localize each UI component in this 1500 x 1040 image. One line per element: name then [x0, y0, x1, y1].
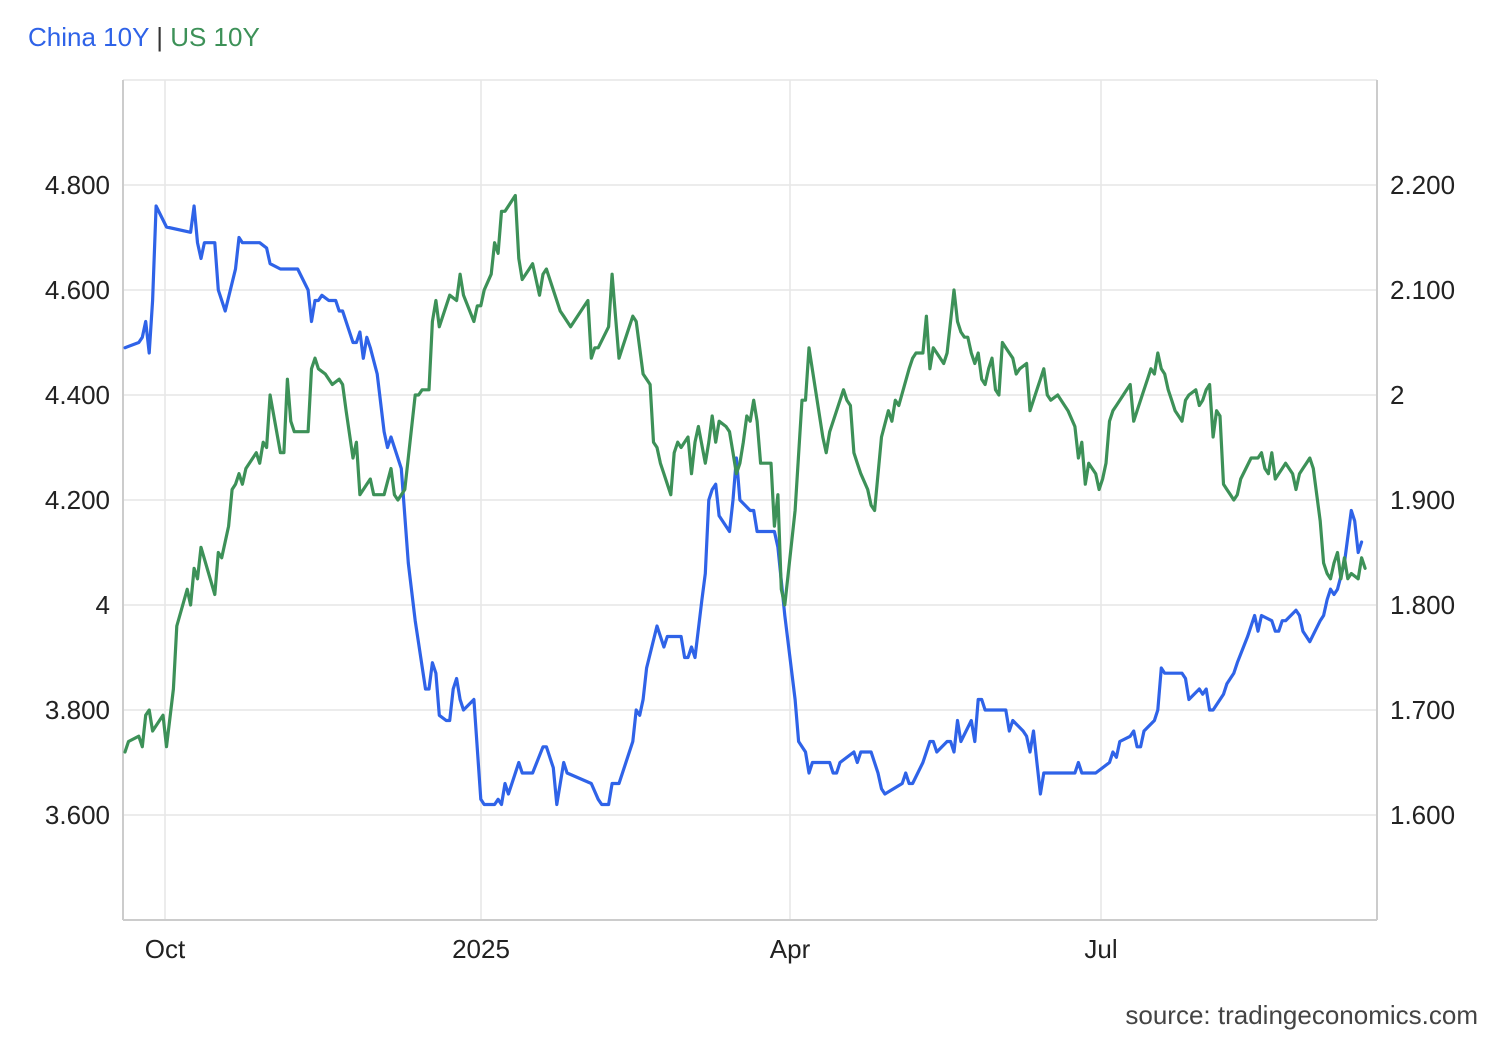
legend-china-10y[interactable]: China 10Y	[28, 22, 149, 52]
legend-us-10y[interactable]: US 10Y	[170, 22, 260, 52]
y-right-tick-label: 1.600	[1390, 800, 1455, 830]
x-tick-label: Apr	[770, 934, 811, 964]
legend-separator: |	[156, 22, 163, 52]
y-left-tick-label: 4	[96, 590, 110, 620]
y-axis-right-tick-labels: 1.600 1.700 1.800 1.900 2 2.100 2.200	[1390, 170, 1455, 830]
chart-legend: China 10Y | US 10Y	[28, 22, 260, 53]
y-right-tick-label: 1.700	[1390, 695, 1455, 725]
series-line-us-10y[interactable]	[123, 193, 1367, 754]
y-left-tick-label: 4.200	[45, 485, 110, 515]
axes	[122, 80, 1378, 921]
y-axis-left-tick-labels: 3.600 3.800 4 4.200 4.400 4.600 4.800	[45, 170, 110, 830]
y-left-tick-label: 4.800	[45, 170, 110, 200]
source-credit[interactable]: source: tradingeconomics.com	[1125, 1000, 1478, 1030]
x-tick-label: 2025	[452, 934, 510, 964]
x-tick-label: Oct	[145, 934, 186, 964]
x-tick-label: Jul	[1084, 934, 1117, 964]
y-left-tick-label: 4.400	[45, 380, 110, 410]
series-line-china-10y[interactable]	[123, 204, 1364, 807]
y-right-tick-label: 2	[1390, 380, 1404, 410]
y-right-tick-label: 1.900	[1390, 485, 1455, 515]
y-right-tick-label: 2.200	[1390, 170, 1455, 200]
y-left-tick-label: 3.800	[45, 695, 110, 725]
y-left-tick-label: 3.600	[45, 800, 110, 830]
y-left-tick-label: 4.600	[45, 275, 110, 305]
y-right-tick-label: 1.800	[1390, 590, 1455, 620]
series-lines	[123, 193, 1367, 807]
y-right-tick-label: 2.100	[1390, 275, 1455, 305]
x-axis-tick-labels: Oct 2025 Apr Jul	[145, 934, 1118, 964]
gridlines	[123, 79, 1377, 920]
